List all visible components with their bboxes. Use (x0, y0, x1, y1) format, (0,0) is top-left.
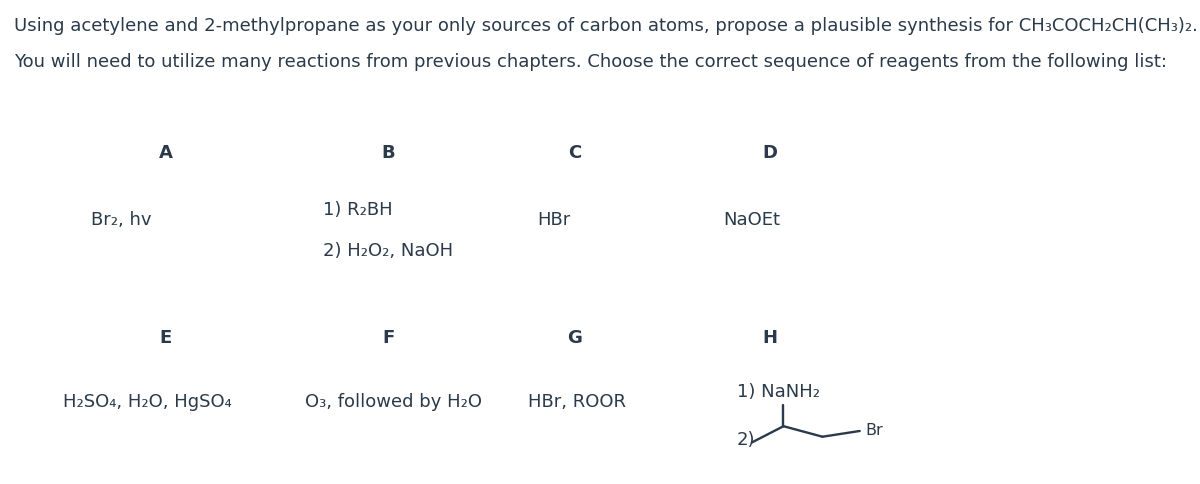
Text: 2) H₂O₂, NaOH: 2) H₂O₂, NaOH (324, 242, 454, 260)
Text: B: B (382, 145, 395, 163)
Text: E: E (160, 329, 172, 347)
Text: HBr: HBr (538, 211, 570, 229)
Text: NaOEt: NaOEt (724, 211, 780, 229)
Text: 2): 2) (737, 431, 756, 449)
Text: F: F (383, 329, 395, 347)
Text: G: G (566, 329, 582, 347)
Text: Br₂, hv: Br₂, hv (91, 211, 151, 229)
Text: 1) R₂BH: 1) R₂BH (324, 201, 394, 219)
Text: H₂SO₄, H₂O, HgSO₄: H₂SO₄, H₂O, HgSO₄ (64, 393, 232, 411)
Text: A: A (158, 145, 173, 163)
Text: D: D (762, 145, 778, 163)
Text: Br: Br (865, 424, 883, 439)
Text: C: C (568, 145, 581, 163)
Text: H: H (762, 329, 778, 347)
Text: 1) NaNH₂: 1) NaNH₂ (737, 383, 820, 401)
Text: You will need to utilize many reactions from previous chapters. Choose the corre: You will need to utilize many reactions … (14, 53, 1166, 71)
Text: HBr, ROOR: HBr, ROOR (528, 393, 626, 411)
Text: O₃, followed by H₂O: O₃, followed by H₂O (305, 393, 482, 411)
Text: Using acetylene and 2-methylpropane as your only sources of carbon atoms, propos: Using acetylene and 2-methylpropane as y… (14, 17, 1198, 35)
